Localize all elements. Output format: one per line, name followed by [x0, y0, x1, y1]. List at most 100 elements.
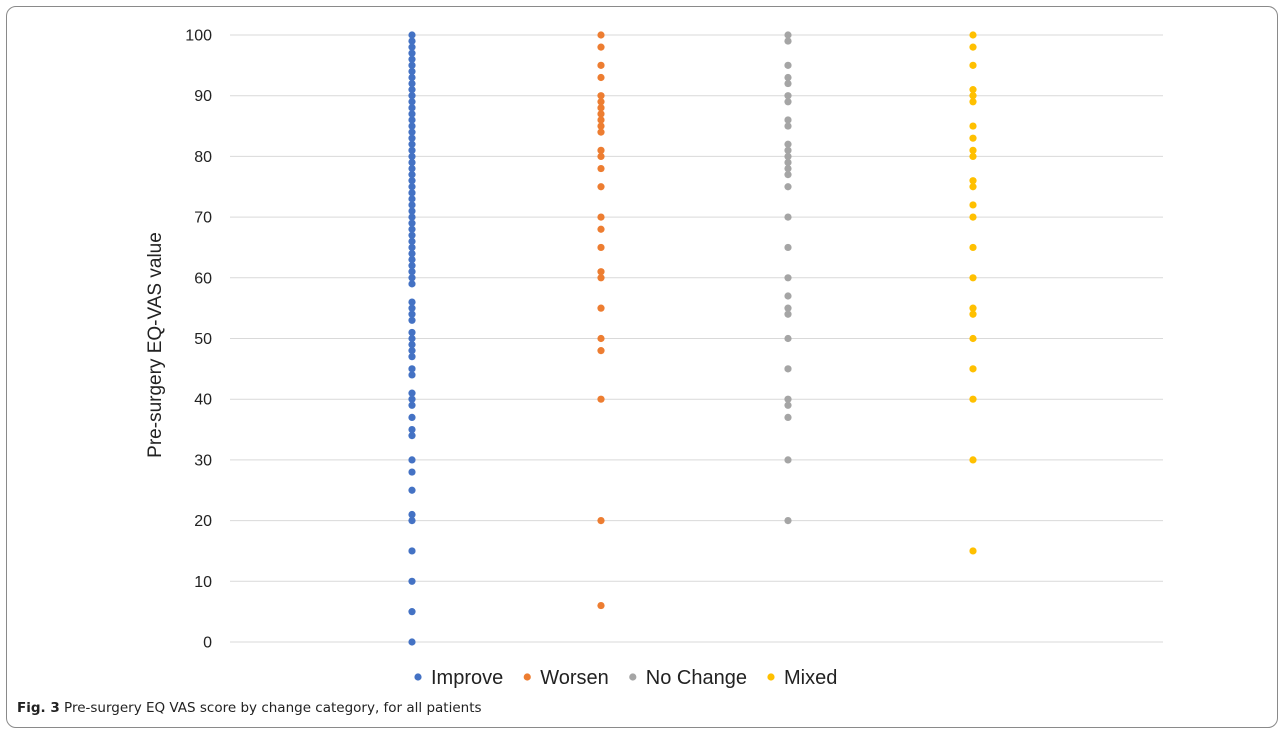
data-point-worsen	[597, 61, 605, 69]
y-tick-label: 50	[194, 331, 212, 348]
data-point-no-change	[784, 304, 792, 312]
data-point-improve	[408, 486, 416, 494]
data-point-mixed	[969, 98, 977, 106]
data-point-no-change	[784, 92, 792, 100]
data-point-improve	[408, 207, 416, 215]
y-axis-ticks: 0 10 20 30 40 50 60 70 80 90 100	[185, 28, 212, 652]
data-point-no-change	[784, 158, 792, 167]
data-point-improve	[408, 255, 416, 264]
data-point-mixed	[969, 134, 977, 142]
data-point-improve	[408, 195, 416, 203]
y-axis-label: Pre-surgery EQ-VAS value	[145, 232, 166, 458]
data-point-improve	[408, 237, 416, 245]
data-point-mixed	[969, 243, 977, 252]
data-point-worsen	[597, 243, 605, 252]
data-point-improve	[408, 328, 416, 337]
data-point-improve	[408, 389, 416, 397]
data-point-worsen	[597, 213, 605, 221]
series-worsen	[597, 31, 605, 610]
data-point-improve	[408, 425, 416, 434]
data-point-no-change	[784, 183, 792, 191]
legend-marker	[767, 673, 775, 681]
data-point-no-change	[784, 213, 792, 221]
legend: Improve Worsen No Change Mixed	[414, 667, 837, 689]
legend-label: Improve	[431, 667, 503, 689]
data-point-improve	[408, 225, 416, 233]
data-point-mixed	[969, 547, 977, 555]
data-point-mixed	[969, 213, 977, 221]
legend-marker	[523, 673, 531, 681]
data-point-improve	[408, 37, 416, 45]
data-point-no-change	[784, 73, 792, 82]
data-point-no-change	[784, 456, 792, 464]
y-tick-label: 30	[194, 452, 212, 469]
data-point-mixed	[969, 146, 977, 154]
data-point-improve	[408, 110, 416, 118]
legend-label: Worsen	[540, 667, 609, 689]
data-point-improve	[408, 189, 416, 197]
data-point-worsen	[597, 268, 605, 276]
data-point-improve	[408, 92, 416, 100]
data-point-improve	[408, 177, 416, 185]
data-point-no-change	[784, 365, 792, 373]
data-point-improve	[408, 547, 416, 555]
data-point-worsen	[597, 43, 605, 51]
data-point-worsen	[597, 92, 605, 100]
legend-label: No Change	[646, 667, 747, 689]
data-point-improve	[408, 262, 416, 270]
data-point-improve	[408, 146, 416, 154]
data-point-no-change	[784, 37, 792, 45]
data-point-worsen	[597, 73, 605, 82]
data-point-mixed	[969, 61, 977, 69]
data-point-improve	[408, 183, 416, 191]
data-point-improve	[408, 401, 416, 409]
data-point-no-change	[784, 413, 792, 422]
data-point-improve	[408, 31, 416, 39]
data-point-no-change	[784, 146, 792, 154]
y-tick-label: 80	[194, 149, 212, 166]
data-point-mixed	[969, 334, 977, 343]
figure-caption: Fig. 3 Pre-surgery EQ VAS score by chang…	[17, 700, 482, 716]
data-point-no-change	[784, 116, 792, 124]
caption-text: Pre-surgery EQ VAS score by change categ…	[64, 700, 482, 716]
data-point-improve	[408, 43, 416, 51]
data-point-mixed	[969, 152, 977, 160]
data-point-improve	[408, 158, 416, 167]
data-point-improve	[408, 310, 416, 318]
data-point-improve	[408, 152, 416, 160]
data-point-improve	[408, 413, 416, 422]
data-point-no-change	[784, 152, 792, 160]
data-point-mixed	[969, 177, 977, 185]
data-points	[408, 31, 977, 646]
data-point-improve	[408, 280, 416, 288]
data-point-improve	[408, 116, 416, 124]
data-point-improve	[408, 171, 416, 179]
data-point-mixed	[969, 122, 977, 130]
data-point-mixed	[969, 31, 977, 39]
data-point-no-change	[784, 517, 792, 525]
y-tick-label: 90	[194, 88, 212, 105]
data-point-improve	[408, 517, 416, 525]
data-point-no-change	[784, 122, 792, 130]
data-point-worsen	[597, 31, 605, 39]
data-point-improve	[408, 432, 416, 440]
data-point-worsen	[597, 146, 605, 154]
data-point-improve	[408, 49, 416, 57]
data-point-worsen	[597, 110, 605, 118]
y-tick-label: 70	[194, 210, 212, 227]
gridlines	[230, 34, 1163, 643]
data-point-improve	[408, 219, 416, 227]
series-mixed	[969, 31, 977, 555]
data-point-improve	[408, 347, 416, 355]
data-point-improve	[408, 365, 416, 373]
data-point-improve	[408, 164, 416, 173]
data-point-improve	[408, 213, 416, 221]
y-tick-label: 0	[203, 635, 212, 652]
data-point-worsen	[597, 334, 605, 343]
data-point-mixed	[969, 92, 977, 100]
data-point-worsen	[597, 517, 605, 525]
data-point-no-change	[784, 98, 792, 106]
data-point-improve	[408, 316, 416, 324]
data-point-worsen	[597, 122, 605, 130]
